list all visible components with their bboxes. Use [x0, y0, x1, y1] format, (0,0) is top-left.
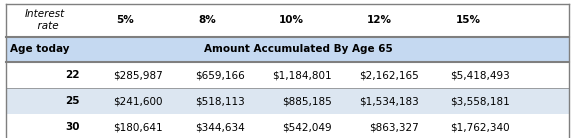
FancyBboxPatch shape — [6, 114, 569, 138]
Text: 25: 25 — [66, 96, 80, 106]
Text: $1,534,183: $1,534,183 — [359, 96, 419, 106]
Text: $285,987: $285,987 — [113, 70, 163, 80]
Text: 12%: 12% — [367, 15, 392, 25]
Text: $1,762,340: $1,762,340 — [450, 122, 509, 132]
Text: 5%: 5% — [117, 15, 135, 25]
Text: $885,185: $885,185 — [282, 96, 332, 106]
Text: $5,418,493: $5,418,493 — [450, 70, 509, 80]
Text: Age today: Age today — [10, 44, 69, 55]
Text: $2,162,165: $2,162,165 — [359, 70, 419, 80]
Text: $3,558,181: $3,558,181 — [450, 96, 509, 106]
FancyBboxPatch shape — [6, 4, 569, 37]
FancyBboxPatch shape — [6, 37, 569, 62]
Text: 30: 30 — [66, 122, 80, 132]
Text: $518,113: $518,113 — [195, 96, 244, 106]
Text: 22: 22 — [66, 70, 80, 80]
Text: $659,166: $659,166 — [195, 70, 244, 80]
Text: $542,049: $542,049 — [282, 122, 332, 132]
Text: $241,600: $241,600 — [113, 96, 163, 106]
Text: 10%: 10% — [279, 15, 304, 25]
Text: $863,327: $863,327 — [370, 122, 419, 132]
Text: $180,641: $180,641 — [113, 122, 163, 132]
Text: 8%: 8% — [198, 15, 216, 25]
Text: $1,184,801: $1,184,801 — [273, 70, 332, 80]
FancyBboxPatch shape — [6, 88, 569, 114]
Text: Amount Accumulated By Age 65: Amount Accumulated By Age 65 — [204, 44, 393, 55]
FancyBboxPatch shape — [6, 62, 569, 88]
Text: $344,634: $344,634 — [195, 122, 244, 132]
Text: Interest
  rate: Interest rate — [25, 9, 66, 31]
Text: 15%: 15% — [455, 15, 480, 25]
